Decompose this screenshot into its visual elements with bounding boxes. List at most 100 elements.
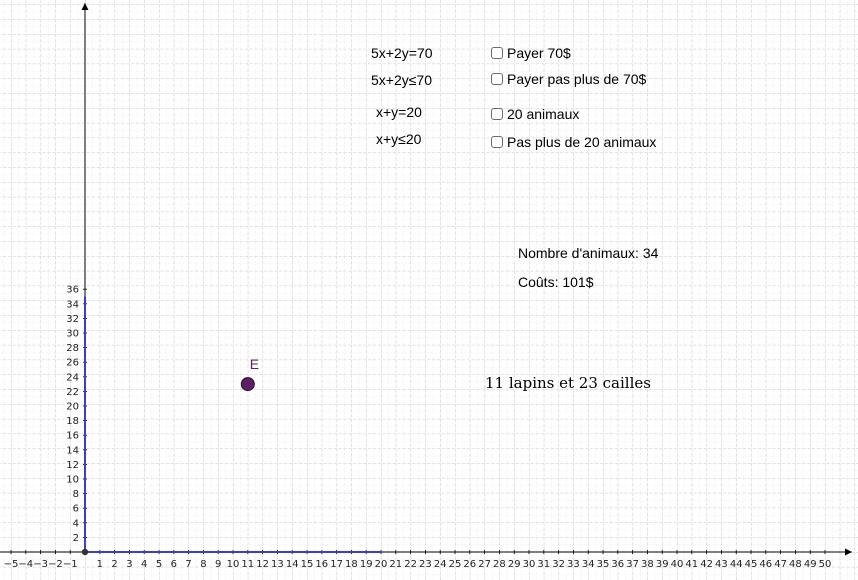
x-tick-label: 29	[508, 559, 521, 570]
x-tick-label: 49	[804, 559, 817, 570]
y-axis-arrow	[81, 3, 89, 10]
checkbox-label: Payer 70$	[507, 45, 571, 61]
x-tick-label: 39	[656, 559, 669, 570]
x-tick-label: 15	[301, 559, 314, 570]
x-tick-label: 23	[419, 559, 432, 570]
x-tick-label: 43	[715, 559, 728, 570]
checkbox-payer-70[interactable]: Payer 70$	[491, 45, 571, 61]
y-tick-label: 22	[66, 387, 79, 398]
x-tick-label: 18	[345, 559, 358, 570]
y-tick-label: 12	[66, 460, 79, 471]
animal-count-text: Nombre d'animaux: 34	[518, 245, 659, 261]
x-tick-label: 20	[375, 559, 388, 570]
y-tick-label: 24	[66, 372, 79, 383]
result-text: 11 lapins et 23 cailles	[485, 374, 651, 392]
checkbox-box[interactable]	[491, 136, 503, 148]
equation-x-y-le-20[interactable]: x+y≤20	[376, 131, 422, 147]
checkbox-label: Payer pas plus de 70$	[507, 71, 647, 87]
x-tick-label: 34	[582, 559, 595, 570]
x-tick-label: 19	[360, 559, 373, 570]
y-tick-label: 30	[66, 329, 79, 340]
x-tick-label: 13	[271, 559, 284, 570]
y-tick-label: 18	[66, 416, 79, 427]
x-tick-label: 26	[463, 559, 476, 570]
point-e[interactable]	[240, 377, 255, 392]
x-tick-label: 22	[404, 559, 417, 570]
checkbox-box[interactable]	[491, 73, 503, 85]
y-tick-label: 4	[73, 518, 79, 529]
x-tick-label: 50	[819, 559, 832, 570]
checkbox-box[interactable]	[491, 108, 503, 120]
x-tick-label: 4	[141, 559, 147, 570]
x-tick-label: 7	[185, 559, 191, 570]
x-tick-label: 16	[315, 559, 328, 570]
checkbox-payer-pas-plus-70[interactable]: Payer pas plus de 70$	[491, 71, 646, 87]
equation-x-y-eq-20[interactable]: x+y=20	[376, 104, 422, 120]
x-tick-label: 32	[552, 559, 565, 570]
cost-text: Coûts: 101$	[518, 274, 594, 290]
x-tick-label: 2	[111, 559, 117, 570]
y-tick-label: 34	[66, 299, 79, 310]
tick-labels: −5 −4 −3 −2 −1 1 2 3 4 5 6 7 8 9 10 11 12 13 14 15 16 17 18 19 2…	[4, 285, 832, 570]
x-tick-label: 48	[789, 559, 802, 570]
checkbox-label: 20 animaux	[507, 106, 580, 122]
x-tick-label: −4	[18, 559, 33, 570]
equation-5x-2y-eq-70[interactable]: 5x+2y=70	[371, 45, 433, 61]
x-tick-label: 1	[97, 559, 103, 570]
y-tick-label: 36	[66, 285, 79, 296]
x-tick-label: 41	[685, 559, 698, 570]
x-tick-label: 21	[389, 559, 402, 570]
y-tick-label: 16	[66, 431, 79, 442]
checkbox-20-animaux[interactable]: 20 animaux	[491, 106, 579, 122]
y-tick-label: 14	[66, 445, 79, 456]
x-tick-label: 3	[126, 559, 132, 570]
y-tick-label: 28	[66, 343, 79, 354]
x-tick-label: 33	[567, 559, 580, 570]
x-tick-label: 37	[626, 559, 639, 570]
y-tick-label: 10	[66, 475, 79, 486]
y-tick-label: 26	[66, 358, 79, 369]
checkbox-label: Pas plus de 20 animaux	[507, 134, 657, 150]
equation-5x-2y-le-70[interactable]: 5x+2y≤70	[371, 72, 433, 88]
x-tick-label: 44	[730, 559, 743, 570]
x-tick-label: 38	[641, 559, 654, 570]
x-tick-label: 10	[227, 559, 240, 570]
x-tick-label: 24	[434, 559, 447, 570]
x-tick-label: 45	[745, 559, 758, 570]
origin-point	[81, 548, 89, 556]
x-tick-label: 30	[523, 559, 536, 570]
x-tick-label: 46	[759, 559, 772, 570]
x-tick-label: 47	[774, 559, 787, 570]
x-tick-label: 14	[286, 559, 299, 570]
x-tick-label: 11	[241, 559, 254, 570]
x-axis-arrow	[845, 548, 852, 556]
x-tick-label: 6	[171, 559, 177, 570]
x-tick-label: 25	[449, 559, 462, 570]
y-tick-label: 20	[66, 402, 79, 413]
x-tick-label: 40	[671, 559, 684, 570]
x-tick-label: 8	[200, 559, 206, 570]
point-e-label: E	[250, 356, 259, 372]
x-tick-label: 27	[478, 559, 491, 570]
x-tick-label: −1	[63, 559, 78, 570]
x-tick-label: 12	[256, 559, 269, 570]
x-tick-label: 28	[493, 559, 506, 570]
y-tick-label: 8	[73, 489, 79, 500]
x-tick-label: 17	[330, 559, 343, 570]
checkbox-pas-plus-20-animaux[interactable]: Pas plus de 20 animaux	[491, 134, 656, 150]
x-tick-label: 42	[700, 559, 713, 570]
y-tick-label: 2	[73, 533, 79, 544]
y-tick-label: 32	[66, 314, 79, 325]
y-tick-label: 6	[73, 504, 79, 515]
x-tick-label: 9	[215, 559, 221, 570]
x-tick-label: −5	[4, 559, 19, 570]
x-tick-label: 35	[597, 559, 610, 570]
x-tick-label: −3	[33, 559, 48, 570]
x-tick-label: −2	[48, 559, 63, 570]
x-tick-label: 31	[537, 559, 550, 570]
checkbox-box[interactable]	[491, 47, 503, 59]
x-tick-label: 36	[611, 559, 624, 570]
plotted-objects: E	[81, 296, 381, 556]
